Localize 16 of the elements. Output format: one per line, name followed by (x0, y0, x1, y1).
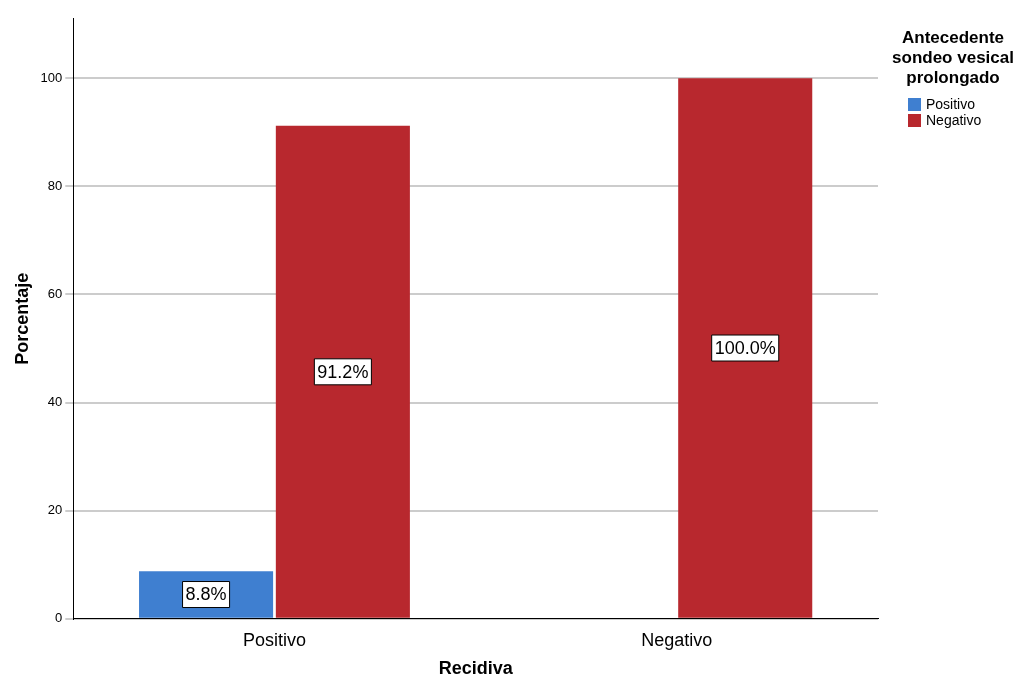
data-label: 91.2% (317, 361, 369, 382)
x-axis-title: Recidiva (438, 658, 514, 679)
legend-label: Negativo (926, 112, 982, 128)
data-label: 100.0% (714, 338, 776, 358)
y-axis-title: Porcentaje (11, 272, 32, 365)
y-tick-label: 80 (47, 177, 63, 193)
y-tick-label: 0 (55, 610, 63, 626)
y-tick-label: 100 (40, 69, 63, 85)
y-tick-label: 20 (47, 502, 63, 518)
legend-title: Antecedente sondeo vesical prolongado (891, 28, 1015, 88)
y-tick-label: 60 (47, 286, 63, 302)
y-tick-label: 40 (47, 394, 63, 410)
bar (275, 125, 410, 618)
legend-label: Positivo (926, 96, 976, 112)
bar (678, 78, 813, 618)
data-label: 8.8% (185, 584, 227, 605)
